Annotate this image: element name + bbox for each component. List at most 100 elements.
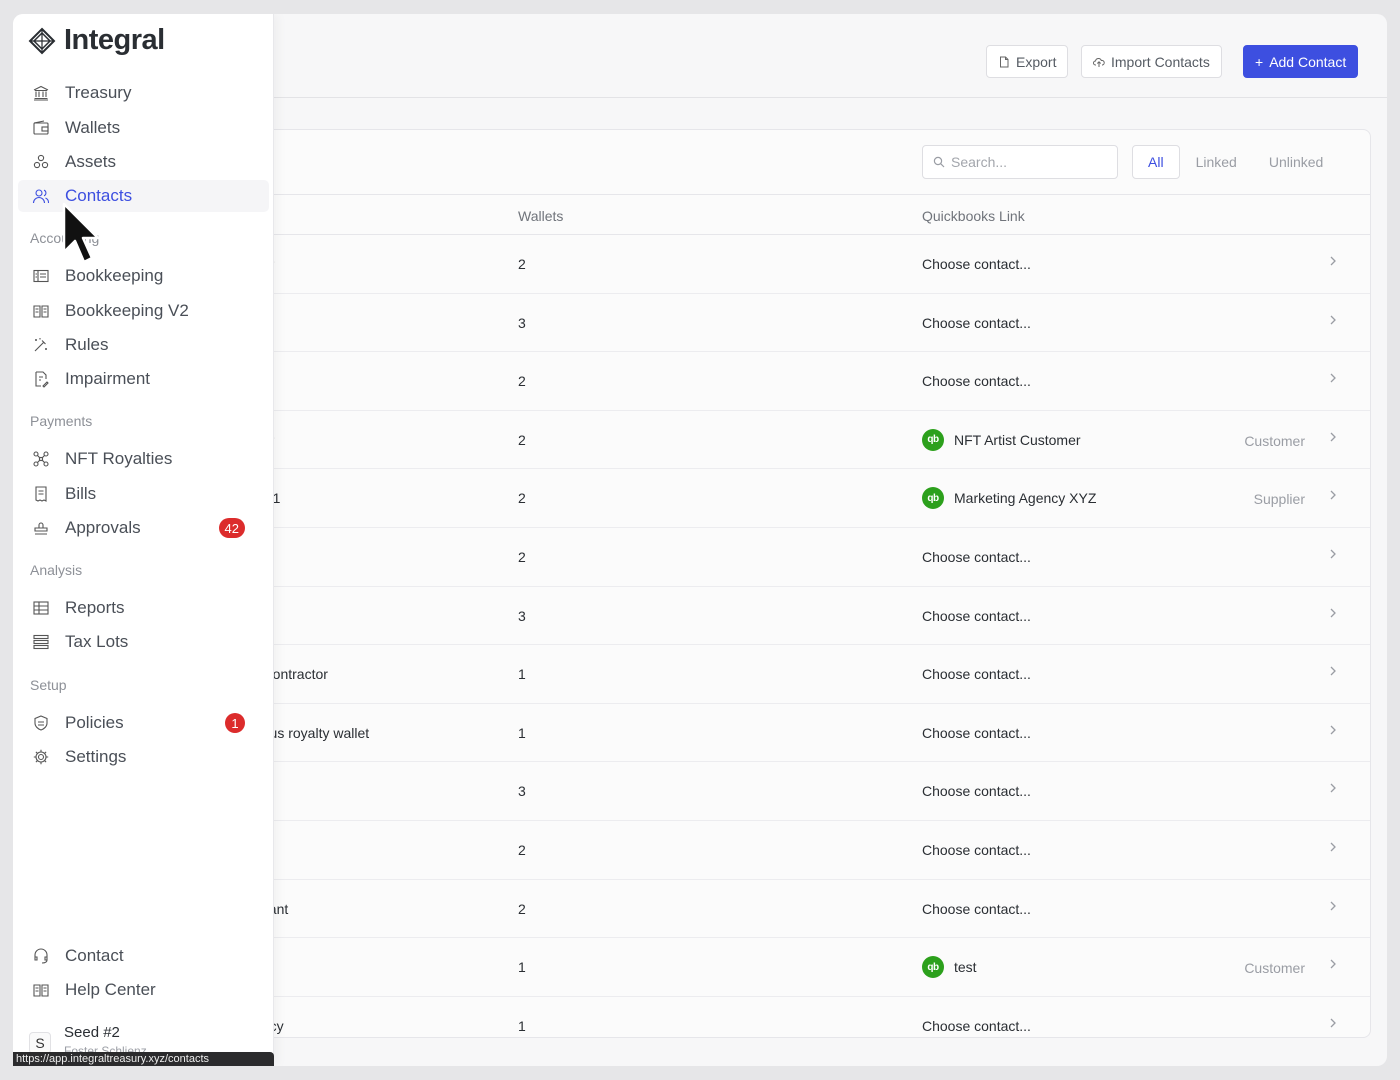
nav-policies[interactable]: Policies 1 — [18, 707, 269, 739]
wallet-count: 2 — [518, 841, 526, 858]
table-row[interactable]: 1 qb test Customer — [14, 938, 1370, 997]
nav-assets[interactable]: Assets — [18, 146, 269, 178]
quickbooks-link-select[interactable]: Choose contact... — [922, 373, 1031, 389]
wallet-count: 2 — [518, 490, 526, 507]
nav-wallets[interactable]: Wallets — [18, 112, 269, 144]
quickbooks-icon: qb — [922, 428, 944, 451]
filter-all[interactable]: All — [1132, 145, 1180, 179]
mouse-cursor-icon — [62, 202, 100, 264]
contact-type: Supplier — [1253, 491, 1305, 508]
nav-help-center[interactable]: Help Center — [18, 974, 269, 1006]
policies-count-badge: 1 — [225, 713, 245, 733]
column-wallets[interactable]: Wallets — [518, 208, 564, 224]
nav-bills-label: Bills — [65, 484, 97, 503]
quickbooks-link-select[interactable]: Choose contact... — [922, 842, 1031, 858]
chevron-right-icon[interactable] — [1328, 606, 1338, 620]
quickbooks-link-select[interactable]: qb test — [922, 956, 977, 979]
chevron-right-icon[interactable] — [1328, 957, 1338, 971]
quickbooks-link-select[interactable]: Choose contact... — [922, 666, 1031, 682]
export-button[interactable]: Export — [986, 45, 1069, 78]
quickbooks-contact-label: Choose contact... — [922, 783, 1031, 800]
wallet-icon — [31, 118, 51, 138]
chevron-right-icon[interactable] — [1328, 1016, 1338, 1030]
nav-tax-lots-label: Tax Lots — [65, 632, 129, 651]
bank-icon — [31, 83, 51, 103]
quickbooks-link-select[interactable]: Choose contact... — [922, 783, 1031, 799]
chevron-right-icon[interactable] — [1328, 430, 1338, 444]
plus-icon: + — [1255, 53, 1264, 70]
wallet-count: 2 — [518, 900, 526, 917]
chevron-right-icon[interactable] — [1328, 781, 1338, 795]
chevron-right-icon[interactable] — [1328, 723, 1338, 737]
chevron-right-icon[interactable] — [1328, 313, 1338, 327]
nav-contacts[interactable]: Contacts — [18, 180, 269, 212]
nav-treasury[interactable]: Treasury — [18, 77, 269, 109]
nav-nft-royalties[interactable]: NFT Royalties — [18, 443, 269, 475]
nav-settings-label: Settings — [65, 747, 127, 766]
chevron-right-icon[interactable] — [1328, 371, 1338, 385]
quickbooks-contact-label: Choose contact... — [922, 548, 1031, 565]
table-header: Wallets Quickbooks Link — [14, 194, 1370, 235]
quickbooks-contact-label: Choose contact... — [922, 1017, 1031, 1034]
quickbooks-link-select[interactable]: qb Marketing Agency XYZ — [922, 487, 1097, 510]
chevron-right-icon[interactable] — [1328, 488, 1338, 502]
nav-approvals-label: Approvals — [65, 518, 141, 537]
filter-unlinked[interactable]: Unlinked — [1268, 154, 1324, 170]
chevron-right-icon[interactable] — [1328, 899, 1338, 913]
nav-impairment-label: Impairment — [65, 369, 151, 388]
chevron-right-icon[interactable] — [1328, 840, 1338, 854]
table-row[interactable]: 2 Choose contact... — [14, 352, 1370, 411]
wallet-count: 2 — [518, 431, 526, 448]
wallet-count: 1 — [518, 724, 526, 741]
column-quickbooks-link[interactable]: Quickbooks Link — [922, 208, 1025, 224]
quickbooks-contact-label: Marketing Agency XYZ — [954, 490, 1097, 507]
quickbooks-link-select[interactable]: Choose contact... — [922, 549, 1031, 565]
brand-name: Integral — [64, 24, 165, 56]
nav-reports[interactable]: Reports — [18, 592, 269, 624]
chevron-right-icon[interactable] — [1328, 254, 1338, 268]
user-name: Seed #2 — [64, 1024, 120, 1041]
nav-bookkeeping[interactable]: Bookkeeping — [18, 260, 269, 292]
book-icon — [31, 980, 51, 1000]
stamp-icon — [31, 518, 51, 538]
nav-tax-lots[interactable]: Tax Lots — [18, 626, 269, 658]
chevron-right-icon[interactable] — [1328, 547, 1338, 561]
table-row[interactable]: - Contractor 1 Choose contact... — [14, 645, 1370, 704]
nav-bills[interactable]: Bills — [18, 478, 269, 510]
headset-icon — [31, 946, 51, 966]
quickbooks-link-select[interactable]: Choose contact... — [922, 608, 1031, 624]
search-box[interactable] — [922, 145, 1118, 179]
import-contacts-button[interactable]: Import Contacts — [1081, 45, 1222, 78]
wallet-count: 1 — [518, 1017, 526, 1034]
quickbooks-icon: qb — [922, 956, 944, 979]
section-payments: Payments — [30, 413, 93, 429]
quickbooks-link-select[interactable]: qb NFT Artist Customer — [922, 428, 1081, 451]
brand-logo[interactable]: Integral — [28, 24, 165, 57]
wallet-count: 3 — [518, 783, 526, 800]
quickbooks-link-select[interactable]: Choose contact... — [922, 901, 1031, 917]
nav-policies-label: Policies — [65, 713, 124, 732]
nav-bookkeeping-v2-label: Bookkeeping V2 — [65, 301, 189, 320]
quickbooks-link-select[interactable]: Choose contact... — [922, 315, 1031, 331]
search-input[interactable] — [951, 154, 1111, 170]
table-row[interactable]: alrus royalty wallet 1 Choose contact... — [14, 704, 1370, 763]
table-row[interactable]: 3 Choose contact... — [14, 294, 1370, 353]
add-contact-button[interactable]: + Add Contact — [1243, 45, 1359, 78]
table-row[interactable]: 2 Choose contact... — [14, 528, 1370, 587]
nav-approvals[interactable]: Approvals 42 — [18, 512, 269, 544]
quickbooks-link-select[interactable]: Choose contact... — [922, 1018, 1031, 1034]
shield-icon — [31, 713, 51, 733]
nav-rules[interactable]: Rules — [18, 329, 269, 361]
chevron-right-icon[interactable] — [1328, 664, 1338, 678]
quickbooks-link-select[interactable]: Choose contact... — [922, 725, 1031, 741]
quickbooks-link-select[interactable]: Choose contact... — [922, 256, 1031, 272]
nav-settings[interactable]: Settings — [18, 741, 269, 773]
nav-contact[interactable]: Contact — [18, 940, 269, 972]
nav-bookkeeping-v2[interactable]: Bookkeeping V2 — [18, 295, 269, 327]
wallet-count: 1 — [518, 666, 526, 683]
wallet-count: 3 — [518, 314, 526, 331]
nav-impairment[interactable]: Impairment — [18, 363, 269, 395]
filter-linked[interactable]: Linked — [1195, 154, 1237, 170]
